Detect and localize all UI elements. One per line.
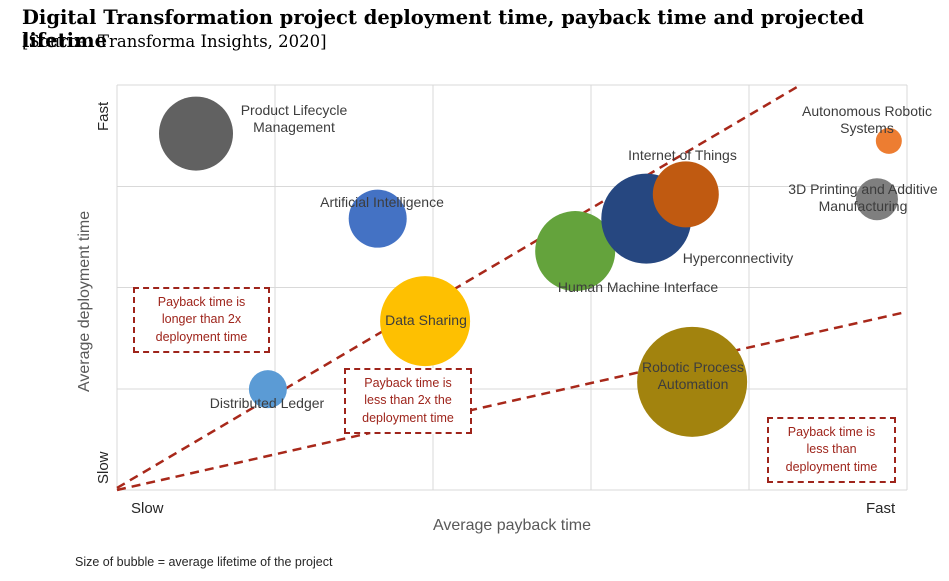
annotation-box-3: Payback time is less than deployment tim… [767,417,896,483]
bubble-artificial-intelligence [348,189,407,248]
bubble-label-data-sharing: Data Sharing [385,312,467,328]
y-tick-fast: Fast [95,101,112,131]
bubble-label-distributed-ledger: Distributed Ledger [209,395,325,411]
bubble-label-hyperconnectivity: Hyperconnectivity [682,250,794,266]
chart-source: [Source: Transforma Insights, 2020] [22,32,327,51]
bubble-label-artificial-intelligence: Artificial Intelligence [320,194,444,210]
bubble-label-human-machine-interface: Human Machine Interface [557,279,719,295]
bubble-autonomous-robotic-systems [875,127,902,154]
trend-lines [116,83,908,492]
bubbles [159,96,902,437]
bubble-hyperconnectivity [652,161,719,228]
trend-line-1 [116,83,801,490]
bubble-label-product-lifecycle-management: Product Lifecycle Management [240,102,348,136]
bubble-3d-printing-and-additive-manufacturing [855,178,898,221]
x-axis-label: Average payback time [432,517,591,534]
chart-title: Digital Transformation project deploymen… [22,6,865,52]
bubble-label-robotic-process-automation: Robotic Process Automation [642,359,744,393]
annotation-box-1: Payback time is longer than 2x deploymen… [133,287,270,353]
annotation-box-2: Payback time is less than 2x the deploym… [344,368,472,434]
bubble-data-sharing [380,276,471,367]
x-tick-fast: Fast [866,500,896,517]
bubble-size-note: Size of bubble = average lifetime of the… [75,555,333,569]
bubble-distributed-ledger [248,370,287,409]
bubble-label-3d-printing-and-additive-manufacturing: 3D Printing and Additive Manufacturing [788,181,938,215]
bubble-label-internet-of-things: Internet of Things [628,147,737,163]
y-axis-label: Average deployment time [76,210,93,392]
bubble-product-lifecycle-management [159,96,233,171]
bubble-human-machine-interface [535,211,616,292]
bubble-label-autonomous-robotic-systems: Autonomous Robotic Systems [802,103,932,137]
x-tick-slow: Slow [131,500,164,517]
bubble-robotic-process-automation [637,326,748,437]
y-tick-slow: Slow [95,451,112,484]
